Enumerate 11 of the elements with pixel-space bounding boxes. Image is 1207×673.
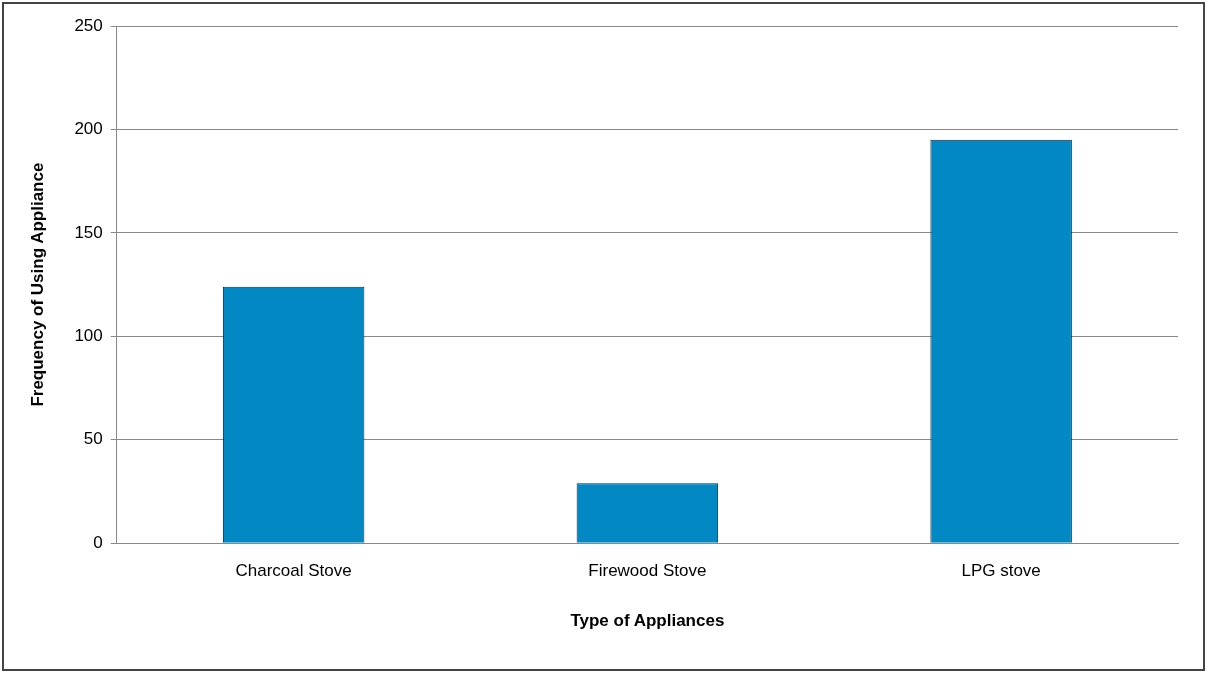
y-axis-title: Frequency of Using Appliance	[27, 162, 47, 407]
y-tick-label: 250	[74, 15, 103, 35]
x-axis-title: Type of Appliances	[570, 611, 725, 631]
y-tick-label: 200	[74, 119, 103, 139]
y-tick-label: 150	[74, 222, 103, 242]
y-tick-label: 50	[83, 429, 103, 449]
x-tick-label: Firewood Stove	[588, 561, 707, 581]
y-tick-label: 0	[93, 532, 103, 552]
x-tick-label: Charcoal Stove	[235, 561, 352, 581]
x-tick-label: LPG stove	[961, 561, 1041, 581]
y-tick-label: 100	[74, 326, 103, 346]
